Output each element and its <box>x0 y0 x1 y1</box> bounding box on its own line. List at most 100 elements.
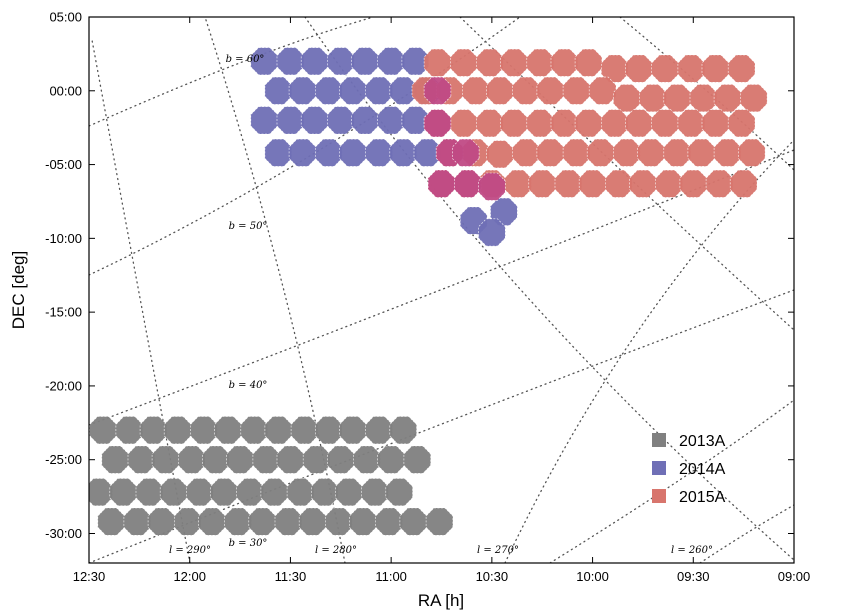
pointing-2014a <box>339 138 367 167</box>
pointing-2015a <box>713 138 742 167</box>
x-tick-label: 10:00 <box>576 569 609 584</box>
latitude-grid-label: b = 40° <box>229 380 268 391</box>
pointing-2013a <box>236 478 264 507</box>
pointing-2014a <box>401 47 430 76</box>
pointing-2015a <box>629 169 657 198</box>
pointing-2015a <box>651 54 679 83</box>
x-tick-label: 10:30 <box>476 569 509 584</box>
pointing-2013a <box>139 416 168 445</box>
pointing-2013a <box>97 507 125 536</box>
pointing-2013a <box>214 416 242 445</box>
pointing-2015a <box>687 138 716 167</box>
pointing-2015a <box>663 84 691 113</box>
y-tick-label: -20:00 <box>45 378 82 393</box>
pointing-2013a <box>298 507 327 536</box>
pointing-overlap <box>423 109 452 138</box>
pointing-2014a <box>288 76 317 105</box>
y-tick-label: -05:00 <box>45 157 82 172</box>
latitude-grid-line <box>89 149 794 426</box>
pointing-2015a <box>461 76 490 105</box>
x-tick-label: 12:30 <box>73 569 106 584</box>
pointing-overlap <box>451 138 480 167</box>
y-tick-label: 00:00 <box>49 83 82 98</box>
latitude-grid-line <box>89 17 521 276</box>
pointing-2013a <box>147 507 176 536</box>
pointing-2014a <box>339 76 367 105</box>
pointing-2015a <box>663 138 691 167</box>
pointing-2014a <box>389 138 417 167</box>
pointing-2015a <box>486 140 514 169</box>
pointing-2015a <box>729 169 758 198</box>
pointing-2013a <box>186 478 214 507</box>
pointing-2014a <box>288 138 317 167</box>
y-tick-label: -10:00 <box>45 231 82 246</box>
pointing-2013a <box>151 445 180 474</box>
pointing-2014a <box>314 76 343 105</box>
pointing-2013a <box>375 507 403 536</box>
pointing-2013a <box>264 416 293 445</box>
pointing-2013a <box>314 416 343 445</box>
pointing-overlap <box>427 169 456 198</box>
pointing-2013a <box>174 507 202 536</box>
pointing-2014a <box>365 76 393 105</box>
pointing-2013a <box>159 478 188 507</box>
legend-swatch-2013a <box>652 433 666 447</box>
legend-label: 2015A <box>679 489 726 506</box>
pointing-2014a <box>264 138 293 167</box>
pointing-2015a <box>677 54 706 83</box>
axis-ticks: 12:30 12:00 11:30 11:00 10:30 10:00 09:30 09:00… <box>45 10 810 585</box>
pointing-2013a <box>89 478 113 507</box>
pointing-2013a <box>198 507 226 536</box>
pointing-2013a <box>109 478 137 507</box>
pointing-2013a <box>276 445 305 474</box>
pointing-2015a <box>701 109 730 138</box>
pointing-2015a <box>713 84 742 113</box>
latitude-grid-label: b = 30° <box>229 538 268 549</box>
pointing-2013a <box>178 445 206 474</box>
pointing-2013a <box>339 416 367 445</box>
pointing-2015a <box>701 54 730 83</box>
pointing-2013a <box>327 445 355 474</box>
longitude-grid-label: l = 280° <box>315 545 357 556</box>
pointing-2013a <box>127 445 156 474</box>
pointing-2013a <box>123 507 151 536</box>
pointing-2015a <box>550 109 579 138</box>
pointing-2013a <box>365 416 393 445</box>
pointing-2015a <box>536 138 565 167</box>
galactic-grid-labels: b = 60° b = 50° b = 40° b = 30° l = 290° l = … <box>169 54 713 556</box>
latitude-grid-label: b = 50° <box>229 221 268 232</box>
pointing-2015a <box>449 48 478 77</box>
longitude-grid-label: l = 260° <box>671 545 713 556</box>
pointing-2015a <box>500 48 528 77</box>
pointing-2015a <box>639 84 667 113</box>
x-tick-label: 09:30 <box>677 569 710 584</box>
pointing-2014a <box>389 76 417 105</box>
y-tick-label: -30:00 <box>45 526 82 541</box>
pointing-2015a <box>586 138 615 167</box>
pointing-2015a <box>554 169 583 198</box>
pointing-2015a <box>526 109 554 138</box>
pointing-2013a <box>302 445 331 474</box>
pointing-2013a <box>89 416 117 445</box>
pointing-2014a <box>365 138 393 167</box>
y-tick-label: -15:00 <box>45 305 82 320</box>
pointing-overlap <box>478 172 506 201</box>
pointing-2014a <box>327 106 355 135</box>
pointing-2013a <box>252 445 281 474</box>
pointing-2013a <box>190 416 218 445</box>
x-tick-label: 11:00 <box>375 569 407 584</box>
pointing-2015a <box>578 169 607 198</box>
pointing-2013a <box>310 478 339 507</box>
pointing-2013a <box>101 445 129 474</box>
pointing-2014a <box>377 106 405 135</box>
pointing-2013a <box>135 478 164 507</box>
legend-label: 2013A <box>679 433 726 450</box>
pointing-2015a <box>655 169 683 198</box>
pointing-2013a <box>353 445 381 474</box>
pointing-2015a <box>526 48 554 77</box>
pointing-2015a <box>528 169 556 198</box>
pointing-2013a <box>290 416 319 445</box>
pointing-2015a <box>504 169 532 198</box>
pointing-2013a <box>274 507 303 536</box>
